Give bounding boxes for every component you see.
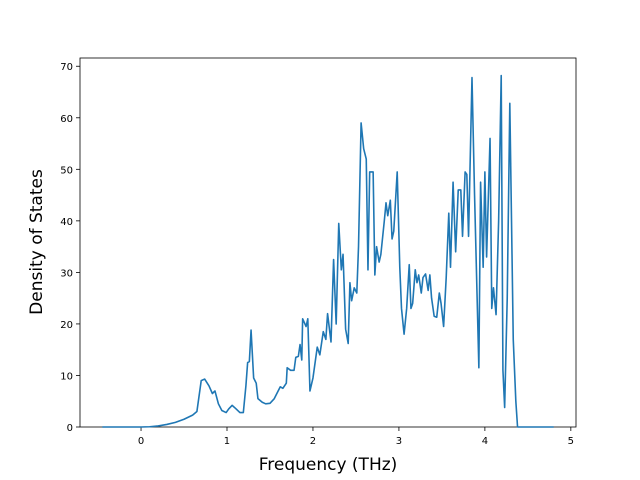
y-axis-label: Density of States	[27, 169, 47, 315]
x-tick-label: 4	[482, 436, 488, 447]
x-tick-label: 2	[310, 436, 316, 447]
y-tick-label: 30	[60, 268, 73, 279]
x-tick-label: 5	[568, 436, 574, 447]
y-tick-label: 40	[60, 217, 73, 228]
plot-frame	[79, 57, 577, 428]
x-axis-label: Frequency (THz)	[259, 455, 398, 475]
y-tick-label: 70	[60, 62, 73, 73]
y-tick-label: 10	[60, 371, 73, 382]
x-tick-label: 3	[396, 436, 402, 447]
x-tick-label: 0	[138, 436, 144, 447]
y-tick-label: 0	[67, 423, 73, 434]
x-tick-label: 1	[224, 436, 230, 447]
y-tick-label: 60	[60, 114, 73, 125]
y-tick-label: 50	[60, 165, 73, 176]
y-tick-label: 20	[60, 320, 73, 331]
line-series	[102, 74, 554, 428]
